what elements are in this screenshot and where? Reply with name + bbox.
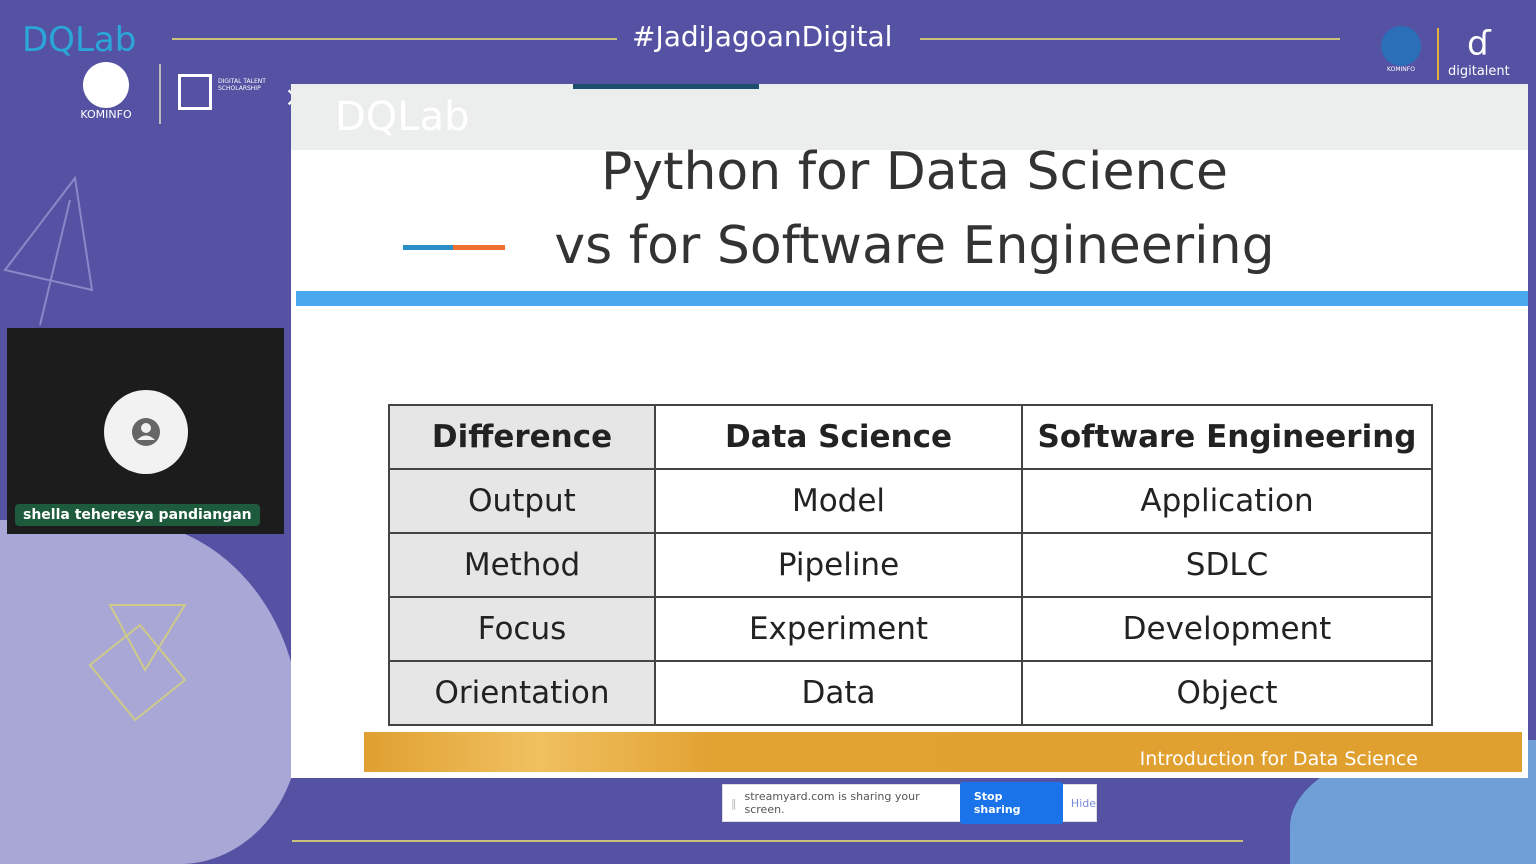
table-cell: SDLC [1021,532,1433,598]
table-cell: Application [1021,468,1433,534]
table-cell: Experiment [654,596,1023,662]
table-cell: Output [388,468,656,534]
slide-footer: Introduction for Data Science [364,732,1522,772]
accent-line [403,245,453,250]
table-cell: Pipeline [654,532,1023,598]
kominfo-icon [1381,26,1421,66]
dts-icon [178,74,212,110]
table-cell: Object [1021,660,1433,726]
comparison-table: Difference Data Science Software Enginee… [388,404,1433,726]
triangle-decor-icon [3,175,94,326]
dqlab-logo: DQLab [22,20,137,60]
kominfo-icon [83,62,129,108]
screen-share-bar: ‖ streamyard.com is sharing your screen.… [722,782,1097,824]
slide-blue-bar [296,291,1528,306]
stop-sharing-button[interactable]: Stop sharing [959,782,1063,824]
share-message: streamyard.com is sharing your screen. [744,790,920,816]
table-row: Orientation Data Object [388,660,1433,726]
table-row: Output Model Application [388,468,1433,534]
participant-tile[interactable]: shella teheresya pandiangan [7,328,284,534]
diamond-decor-icon [88,604,187,722]
table-cell: Orientation [388,660,656,726]
header-cell: Difference [388,404,656,470]
digitalent-logo: ɗ digitalent [1448,24,1510,79]
table-cell: Method [388,532,656,598]
slide-title-line1: Python for Data Science [600,142,1229,202]
kominfo-small-logo: KOMINFO [1378,26,1424,73]
user-icon [132,418,160,446]
kominfo-logo: KOMINFO [76,62,136,121]
hashtag: #JadiJagoanDigital [632,20,893,53]
slide-top-band [291,84,1528,150]
participant-name: shella teheresya pandiangan [15,504,260,526]
dqlab-white-logo: DQLab [335,94,470,140]
avatar [104,390,188,474]
slide-tab [573,84,759,89]
table-cell: Focus [388,596,656,662]
table-header-row: Difference Data Science Software Enginee… [388,404,1433,470]
header-cell: Software Engineering [1021,404,1433,470]
hide-button[interactable]: Hide [1070,796,1096,810]
drag-handle-icon[interactable]: ‖ [731,796,737,810]
table-row: Method Pipeline SDLC [388,532,1433,598]
accent-line [453,245,505,250]
header-cell: Data Science [654,404,1023,470]
table-cell: Data [654,660,1023,726]
table-cell: Development [1021,596,1433,662]
presentation-slide: DQLab Python for Data Science vs for Sof… [291,84,1528,778]
slide-title-line2: vs for Software Engineering [554,216,1275,276]
dts-logo: DIGITAL TALENT SCHOLARSHIP [178,74,268,110]
divider [159,64,161,124]
divider [1437,28,1439,80]
table-cell: Model [654,468,1023,534]
digitalent-icon: ɗ [1467,24,1491,64]
table-row: Focus Experiment Development [388,596,1433,662]
